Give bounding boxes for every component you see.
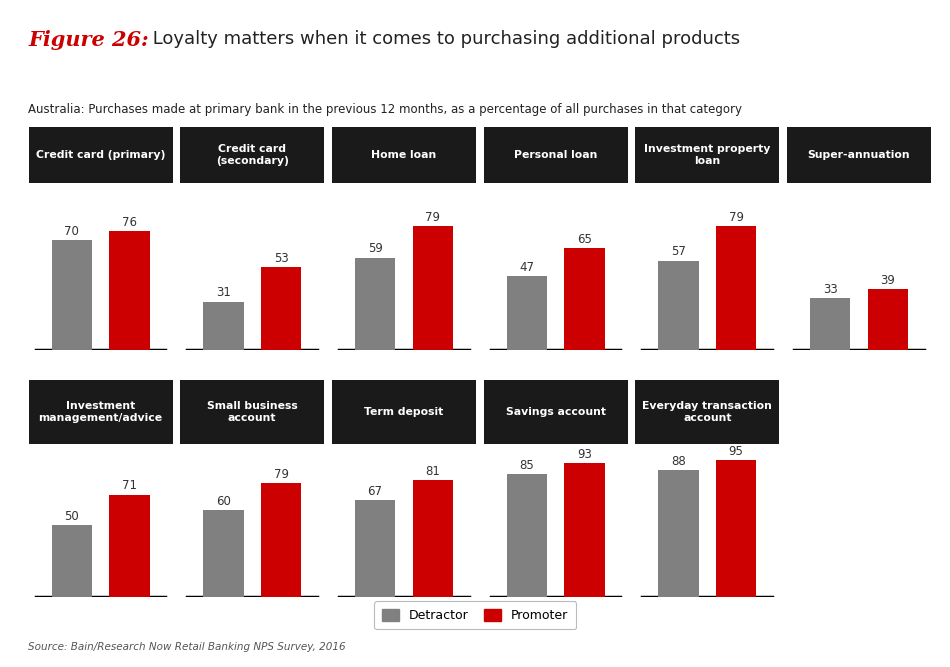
Text: Australia: Purchases made at primary bank in the previous 12 months, as a percen: Australia: Purchases made at primary ban…	[28, 103, 743, 116]
Text: Credit card
(secondary): Credit card (secondary)	[216, 144, 289, 166]
Bar	[109, 231, 149, 350]
Text: Term deposit: Term deposit	[364, 407, 444, 417]
Text: 50: 50	[65, 510, 79, 523]
Bar	[412, 226, 453, 350]
Text: Savings account: Savings account	[505, 407, 605, 417]
Bar	[109, 495, 149, 597]
Text: 79: 79	[274, 468, 289, 481]
Text: 59: 59	[368, 242, 383, 255]
Text: 81: 81	[426, 465, 440, 478]
Text: 31: 31	[216, 286, 231, 299]
Text: Figure 26:: Figure 26:	[28, 30, 149, 50]
Text: 71: 71	[122, 480, 137, 492]
Text: Credit card (primary): Credit card (primary)	[36, 150, 165, 160]
Bar	[51, 525, 92, 597]
Bar	[716, 460, 756, 597]
Bar	[412, 480, 453, 597]
Text: 85: 85	[520, 460, 534, 472]
Bar	[810, 298, 850, 350]
Bar	[261, 267, 301, 350]
Text: Personal loan: Personal loan	[514, 150, 598, 160]
Text: Loyalty matters when it comes to purchasing additional products: Loyalty matters when it comes to purchas…	[147, 30, 740, 48]
Text: 88: 88	[671, 455, 686, 468]
Text: Small business
account: Small business account	[207, 401, 297, 423]
Text: Super-annuation: Super-annuation	[808, 150, 910, 160]
Text: Home loan: Home loan	[371, 150, 437, 160]
Text: 33: 33	[823, 283, 838, 296]
Bar	[203, 510, 243, 597]
Bar	[506, 474, 547, 597]
Text: 95: 95	[729, 445, 744, 458]
Bar	[716, 226, 756, 350]
Text: 39: 39	[881, 273, 895, 287]
Bar	[867, 289, 908, 350]
Text: Source: Bain/Research Now Retail Banking NPS Survey, 2016: Source: Bain/Research Now Retail Banking…	[28, 642, 346, 652]
Bar	[658, 470, 698, 597]
Text: 53: 53	[274, 251, 289, 265]
Bar	[355, 257, 395, 350]
Legend: Detractor, Promoter: Detractor, Promoter	[374, 601, 576, 630]
Text: 70: 70	[65, 225, 79, 238]
Text: 57: 57	[671, 245, 686, 258]
Bar	[261, 483, 301, 597]
Text: 60: 60	[216, 496, 231, 508]
Text: 93: 93	[577, 448, 592, 461]
Text: Investment property
loan: Investment property loan	[644, 144, 770, 166]
Bar	[355, 500, 395, 597]
Bar	[506, 276, 547, 350]
Text: 79: 79	[729, 211, 744, 224]
Text: 47: 47	[520, 261, 534, 274]
Text: Investment
management/advice: Investment management/advice	[39, 401, 162, 423]
Bar	[658, 261, 698, 350]
Text: 67: 67	[368, 485, 383, 498]
Text: Everyday transaction
account: Everyday transaction account	[642, 401, 772, 423]
Text: 65: 65	[577, 233, 592, 246]
Bar	[564, 463, 604, 597]
Bar	[564, 248, 604, 350]
Bar	[51, 240, 92, 350]
Bar	[203, 301, 243, 350]
Text: 76: 76	[122, 215, 137, 229]
Text: 79: 79	[426, 211, 440, 224]
